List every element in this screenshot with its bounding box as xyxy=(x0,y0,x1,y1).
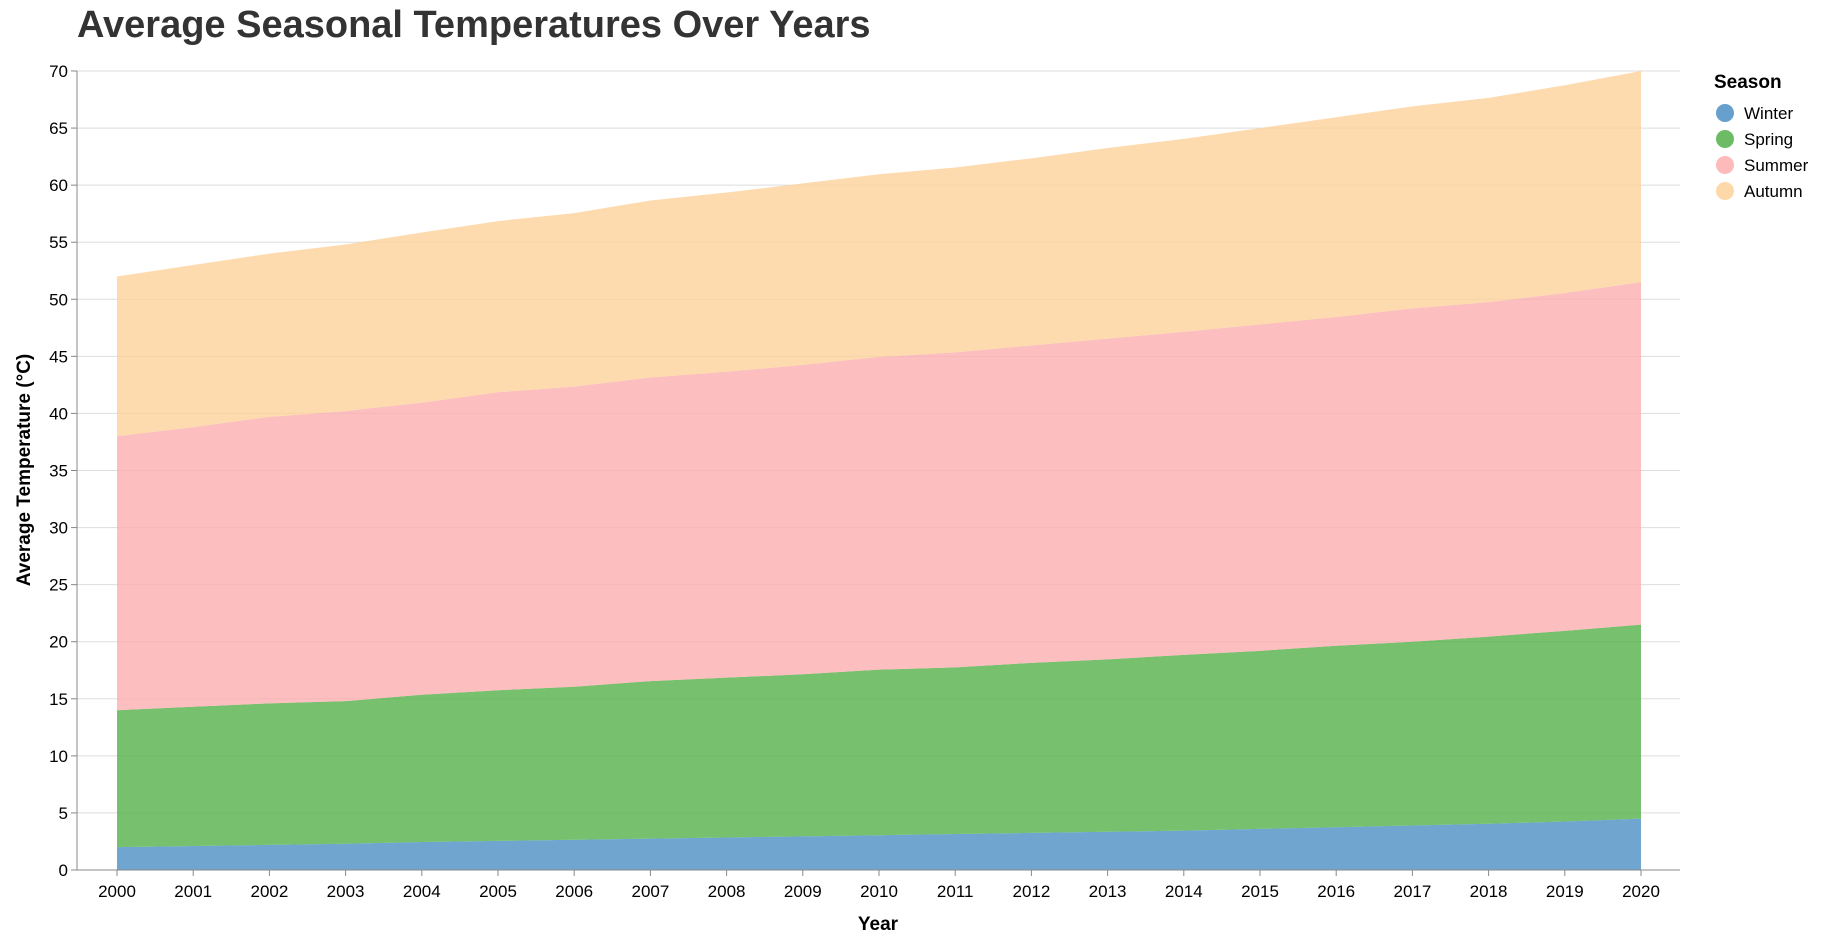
area-series xyxy=(117,71,1641,870)
x-tick-label: 2011 xyxy=(937,882,974,901)
x-tick-label: 2001 xyxy=(174,882,212,901)
area-autumn xyxy=(117,71,1641,437)
y-tick-label: 35 xyxy=(49,462,68,481)
area-summer xyxy=(117,282,1641,711)
x-tick-label: 2008 xyxy=(708,882,746,901)
legend-label-winter: Winter xyxy=(1744,104,1793,123)
legend-swatch-autumn xyxy=(1716,182,1734,200)
legend-label-summer: Summer xyxy=(1744,156,1809,175)
x-tick-label: 2005 xyxy=(479,882,517,901)
y-tick-label: 0 xyxy=(59,861,68,880)
y-tick-label: 70 xyxy=(49,62,68,81)
x-tick-label: 2006 xyxy=(555,882,593,901)
y-axis-title: Average Temperature (°C) xyxy=(14,354,35,587)
x-tick-label: 2016 xyxy=(1317,882,1355,901)
y-tick-label: 50 xyxy=(49,290,68,309)
area-winter xyxy=(117,818,1641,870)
y-tick-label: 15 xyxy=(49,690,68,709)
axes: 0 5 10 15 20 25 30 35 40 45 50 55 60 65 70 2000 2001 2002… xyxy=(49,62,1680,901)
y-tick-label: 60 xyxy=(49,176,68,195)
legend-swatch-winter xyxy=(1716,104,1734,122)
x-tick-label: 2015 xyxy=(1241,882,1279,901)
area-spring xyxy=(117,624,1641,848)
legend: Season Winter Spring Summer Autumn xyxy=(1714,72,1809,201)
y-tick-label: 10 xyxy=(49,747,68,766)
y-tick-label: 20 xyxy=(49,633,68,652)
legend-swatch-spring xyxy=(1716,130,1734,148)
x-tick-label: 2017 xyxy=(1393,882,1431,901)
x-tick-label: 2000 xyxy=(98,882,136,901)
x-tick-label: 2004 xyxy=(403,882,441,901)
x-tick-label: 2014 xyxy=(1165,882,1203,901)
x-tick-label: 2009 xyxy=(784,882,822,901)
x-tick-label: 2007 xyxy=(631,882,669,901)
x-axis-title: Year xyxy=(858,914,899,935)
y-tick-label: 65 xyxy=(49,119,68,138)
x-tick-label: 2012 xyxy=(1012,882,1050,901)
y-tick-label: 5 xyxy=(59,804,68,823)
y-tick-label: 55 xyxy=(49,233,68,252)
x-tick-label: 2018 xyxy=(1470,882,1508,901)
y-tick-label: 30 xyxy=(49,519,68,538)
x-tick-label: 2019 xyxy=(1546,882,1584,901)
x-tick-label: 2020 xyxy=(1622,882,1660,901)
x-tick-label: 2013 xyxy=(1089,882,1127,901)
legend-swatch-summer xyxy=(1716,156,1734,174)
y-tick-label: 25 xyxy=(49,576,68,595)
x-tick-label: 2002 xyxy=(250,882,288,901)
x-tick-label: 2010 xyxy=(860,882,898,901)
legend-label-spring: Spring xyxy=(1744,130,1793,149)
y-tick-label: 40 xyxy=(49,404,68,423)
y-tick-label: 45 xyxy=(49,347,68,366)
x-tick-label: 2003 xyxy=(327,882,365,901)
legend-label-autumn: Autumn xyxy=(1744,182,1803,201)
legend-title: Season xyxy=(1714,72,1782,93)
chart-title: Average Seasonal Temperatures Over Years xyxy=(77,4,871,46)
